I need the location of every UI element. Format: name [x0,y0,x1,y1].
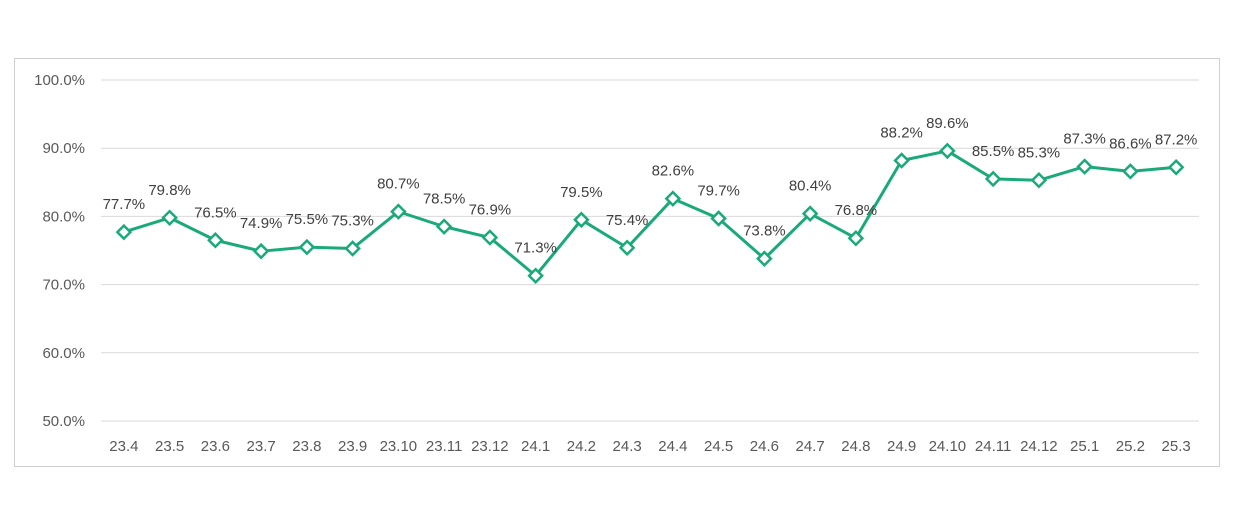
chart-area: 50.0% 60.0% 70.0% 80.0% 90.0% 100.0% 23.4 23.5 2… [14,58,1220,467]
y-tick-label: 60.0% [42,345,85,362]
data-point-marker [710,210,727,227]
data-label: 86.6% [1109,135,1152,152]
data-point-marker [801,205,819,222]
data-point-marker [207,232,224,249]
x-tick-label: 24.1 [521,438,550,455]
y-tick-label: 80.0% [42,208,85,225]
data-label: 88.2% [880,124,923,141]
data-label: 87.2% [1155,131,1198,148]
x-tick-label: 24.5 [704,438,733,455]
data-label: 75.5% [286,211,329,228]
data-point-marker [527,267,544,285]
y-tick-label: 100.0% [34,72,85,89]
data-label: 76.9% [469,202,512,219]
data-point-marker [893,152,910,169]
data-point-marker [344,240,361,257]
data-point-marker [481,229,499,246]
x-tick-label: 24.7 [796,438,825,455]
x-tick-label: 24.3 [613,438,642,455]
x-tick-label: 25.2 [1116,438,1145,455]
x-tick-label: 24.12 [1020,438,1058,455]
data-point-marker [298,238,316,256]
data-label: 85.5% [972,143,1015,160]
data-label: 79.5% [560,184,603,201]
data-point-marker [664,190,682,207]
data-point-marker [756,250,773,267]
data-label: 75.3% [331,212,374,229]
x-tick-label: 23.7 [247,438,276,455]
x-tick-label: 24.10 [929,438,967,455]
data-label: 82.6% [652,163,695,180]
data-point-marker [1167,159,1185,176]
x-tick-label: 23.8 [292,438,321,455]
data-label: 89.6% [926,115,969,132]
data-point-marker [939,142,956,160]
data-label: 77.7% [103,196,146,213]
data-label: 76.5% [194,204,237,221]
data-label: 79.7% [697,182,740,199]
data-label: 80.7% [377,176,420,193]
data-point-marker [847,229,865,247]
y-tick-label: 70.0% [42,277,85,294]
data-point-marker [1030,171,1048,189]
x-tick-label: 23.4 [109,438,138,455]
y-tick-label: 90.0% [42,140,85,157]
data-point-marker [984,170,1002,188]
data-label: 78.5% [423,191,466,208]
data-point-marker [1076,158,1093,175]
x-tick-label: 24.2 [567,438,596,455]
data-label: 79.8% [148,182,191,199]
x-tick-label: 24.4 [658,438,687,455]
data-label: 74.9% [240,215,283,232]
data-point-marker [435,218,453,235]
data-point-marker [252,242,270,260]
data-label: 80.4% [789,178,832,195]
x-tick-label: 23.5 [155,438,184,455]
x-tick-label: 23.10 [380,438,418,455]
data-point-marker [573,211,590,229]
x-tick-label: 23.11 [426,438,462,455]
x-tick-label: 23.9 [338,438,367,455]
x-tick-label: 23.6 [201,438,230,455]
data-label: 87.3% [1063,131,1106,148]
data-label: 71.3% [514,240,557,257]
data-point-marker [618,239,636,257]
x-tick-label: 24.11 [975,438,1011,455]
x-tick-label: 24.9 [887,438,916,455]
data-label: 73.8% [743,223,786,240]
x-tick-label: 24.8 [841,438,870,455]
data-point-marker [115,223,133,241]
x-tick-label: 25.1 [1070,438,1099,455]
x-tick-label: 24.6 [750,438,779,455]
series-line [123,149,1177,278]
line-chart: 50.0% 60.0% 70.0% 80.0% 90.0% 100.0% 23.4 23.5 2… [34,72,1199,455]
data-label: 76.8% [835,202,878,219]
y-tick-label: 50.0% [42,413,85,430]
x-tick-label: 23.12 [471,438,509,455]
data-point-marker [390,203,407,220]
data-point-marker [161,209,178,227]
data-label: 85.3% [1018,144,1061,161]
data-label: 75.4% [606,212,649,229]
x-tick-label: 25.3 [1162,438,1191,455]
data-point-marker [1122,163,1139,180]
